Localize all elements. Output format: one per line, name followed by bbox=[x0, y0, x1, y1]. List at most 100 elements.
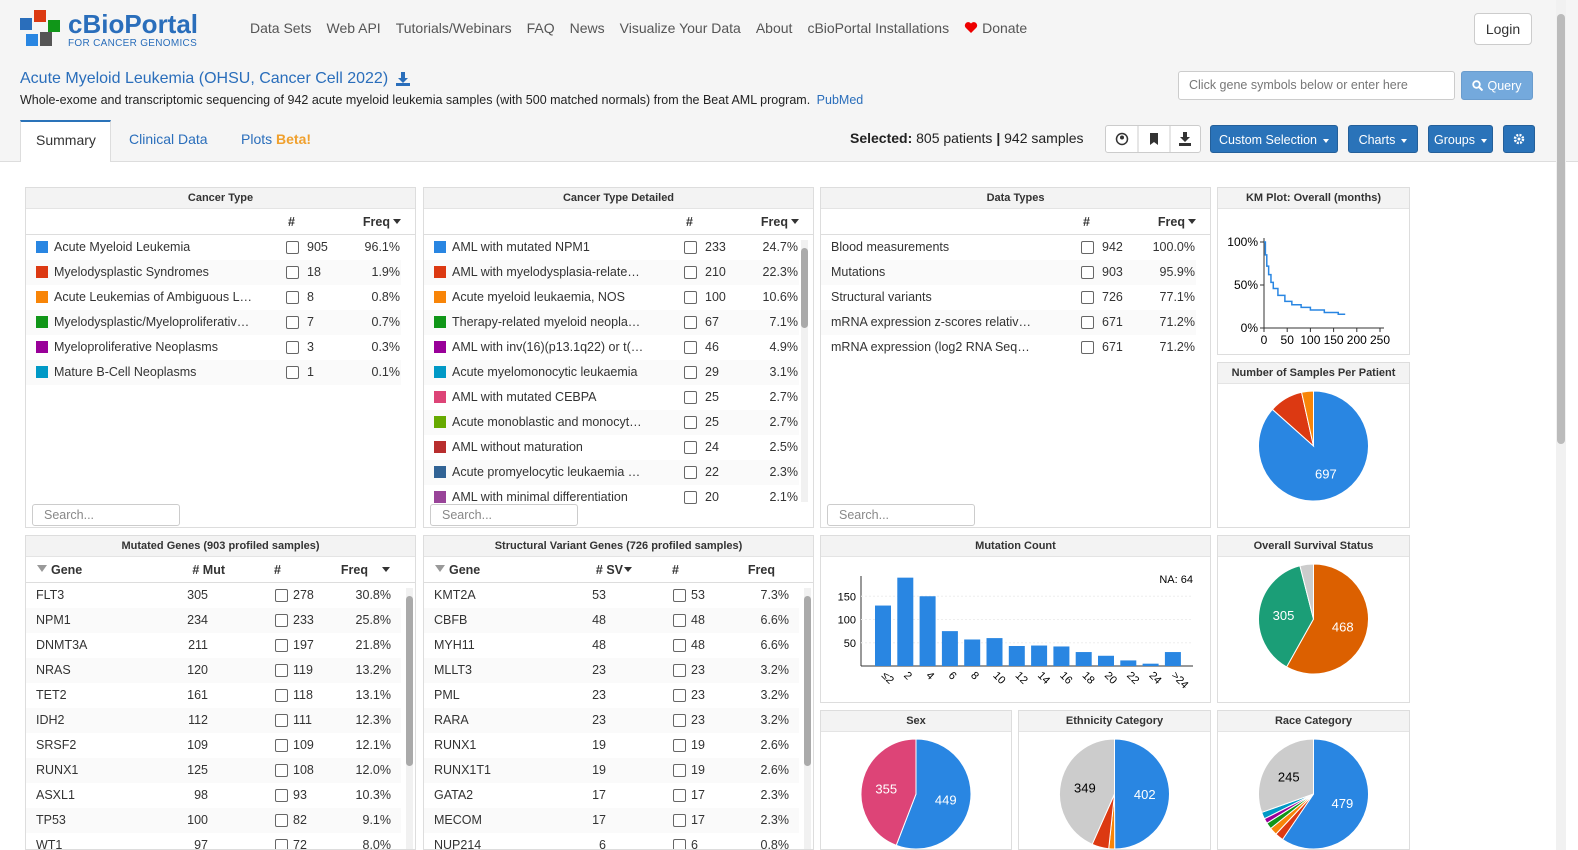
search-input[interactable]: Search... bbox=[827, 504, 975, 526]
checkbox[interactable] bbox=[275, 814, 288, 827]
checkbox[interactable] bbox=[275, 614, 288, 627]
table-cell: Blood measurements bbox=[831, 239, 950, 254]
row-stripe bbox=[26, 808, 401, 833]
checkbox[interactable] bbox=[684, 316, 697, 329]
sort-caret bbox=[791, 219, 799, 224]
checkbox[interactable] bbox=[275, 664, 288, 677]
bar bbox=[919, 596, 936, 666]
checkbox[interactable] bbox=[1081, 291, 1094, 304]
nav-link[interactable]: FAQ bbox=[526, 20, 555, 36]
dropdown-button[interactable]: Charts bbox=[1348, 125, 1418, 153]
checkbox[interactable] bbox=[286, 316, 299, 329]
search-input[interactable]: Search... bbox=[32, 504, 180, 526]
checkbox[interactable] bbox=[286, 266, 299, 279]
checkbox[interactable] bbox=[684, 491, 697, 504]
table-cell: 4.9% bbox=[769, 339, 799, 354]
table-cell: IDH2 bbox=[36, 712, 65, 727]
checkbox[interactable] bbox=[286, 366, 299, 379]
tab[interactable]: Summary bbox=[36, 132, 96, 148]
nav-link[interactable]: Tutorials/Webinars bbox=[395, 20, 512, 36]
scrollbar-thumb[interactable] bbox=[1557, 14, 1565, 444]
dropdown-button[interactable]: Custom Selection bbox=[1210, 125, 1338, 153]
checkbox[interactable] bbox=[275, 839, 288, 849]
table-cell: 305 bbox=[187, 587, 208, 602]
download-icon[interactable] bbox=[396, 72, 410, 86]
checkbox[interactable] bbox=[673, 764, 686, 777]
checkbox[interactable] bbox=[673, 689, 686, 702]
table-scroll-thumb[interactable] bbox=[804, 596, 811, 766]
table-cell: 7.1% bbox=[769, 314, 799, 329]
checkbox[interactable] bbox=[286, 291, 299, 304]
checkbox[interactable] bbox=[673, 789, 686, 802]
chart: 697 bbox=[1258, 390, 1369, 502]
checkbox[interactable] bbox=[684, 266, 697, 279]
checkbox[interactable] bbox=[1081, 341, 1094, 354]
x-tick-label: 8 bbox=[968, 670, 981, 683]
checkbox[interactable] bbox=[684, 441, 697, 454]
table-cell: Mature B-Cell Neoplasms bbox=[54, 364, 197, 379]
table-cell: 25.8% bbox=[355, 612, 391, 627]
checkbox[interactable] bbox=[684, 366, 697, 379]
table-scroll-thumb[interactable] bbox=[801, 248, 808, 328]
settings-button[interactable] bbox=[1503, 125, 1535, 153]
x-tick-label: 50 bbox=[1281, 333, 1295, 347]
table-scroll-thumb[interactable] bbox=[406, 596, 413, 766]
table-cell: 234 bbox=[187, 612, 208, 627]
checkbox[interactable] bbox=[684, 391, 697, 404]
login-button[interactable]: Login bbox=[1474, 13, 1532, 45]
nav-link[interactable]: About bbox=[755, 20, 793, 36]
donate-link[interactable]: Donate bbox=[964, 20, 1027, 36]
checkbox[interactable] bbox=[673, 614, 686, 627]
checkbox[interactable] bbox=[275, 689, 288, 702]
checkbox[interactable] bbox=[1081, 316, 1094, 329]
table-cell: 6.6% bbox=[760, 612, 790, 627]
checkbox[interactable] bbox=[275, 764, 288, 777]
checkbox[interactable] bbox=[684, 291, 697, 304]
checkbox[interactable] bbox=[673, 714, 686, 727]
checkbox[interactable] bbox=[673, 589, 686, 602]
icon-buttons[interactable] bbox=[1106, 126, 1202, 152]
checkbox[interactable] bbox=[275, 739, 288, 752]
query-button[interactable]: Query bbox=[1461, 71, 1533, 100]
pubmed-link[interactable]: PubMed bbox=[816, 93, 864, 107]
table-cell: 1.9% bbox=[371, 264, 401, 279]
checkbox[interactable] bbox=[275, 789, 288, 802]
nav-link[interactable]: News bbox=[569, 20, 605, 36]
logo[interactable]: cBioPortal bbox=[68, 9, 199, 39]
table-cell: 77.1% bbox=[1159, 289, 1195, 304]
dropdown-button[interactable]: Groups bbox=[1428, 125, 1493, 153]
nav-link[interactable]: Data Sets bbox=[250, 20, 312, 36]
tab[interactable]: Plots Beta! bbox=[241, 131, 311, 147]
checkbox[interactable] bbox=[1081, 266, 1094, 279]
gene-input[interactable]: Click gene symbols below or enter here bbox=[1178, 71, 1455, 100]
checkbox[interactable] bbox=[275, 639, 288, 652]
table-cell: MECOM bbox=[434, 812, 482, 827]
table-cell: Gene bbox=[449, 562, 481, 577]
checkbox[interactable] bbox=[684, 416, 697, 429]
checkbox[interactable] bbox=[684, 241, 697, 254]
checkbox[interactable] bbox=[673, 814, 686, 827]
table-cell: Mutations bbox=[831, 264, 886, 279]
checkbox[interactable] bbox=[684, 466, 697, 479]
x-tick-label: 100 bbox=[1300, 333, 1320, 347]
study-title[interactable]: Acute Myeloid Leukemia (OHSU, Cancer Cel… bbox=[20, 70, 389, 87]
table-cell: 120 bbox=[187, 662, 208, 677]
nav-link[interactable]: Visualize Your Data bbox=[619, 20, 741, 36]
nav-link[interactable]: cBioPortal Installations bbox=[807, 20, 950, 36]
pie-slice bbox=[860, 738, 917, 846]
row-stripe bbox=[26, 360, 401, 385]
checkbox[interactable] bbox=[673, 839, 686, 849]
checkbox[interactable] bbox=[275, 589, 288, 602]
checkbox[interactable] bbox=[684, 341, 697, 354]
checkbox[interactable] bbox=[1081, 241, 1094, 254]
checkbox[interactable] bbox=[286, 341, 299, 354]
checkbox[interactable] bbox=[286, 241, 299, 254]
search-input[interactable]: Search... bbox=[430, 504, 578, 526]
checkbox[interactable] bbox=[275, 714, 288, 727]
tab[interactable]: Clinical Data bbox=[129, 131, 208, 147]
checkbox[interactable] bbox=[673, 639, 686, 652]
nav-link[interactable]: Web API bbox=[326, 20, 381, 36]
table-cell: 12.0% bbox=[355, 762, 391, 777]
checkbox[interactable] bbox=[673, 739, 686, 752]
checkbox[interactable] bbox=[673, 664, 686, 677]
